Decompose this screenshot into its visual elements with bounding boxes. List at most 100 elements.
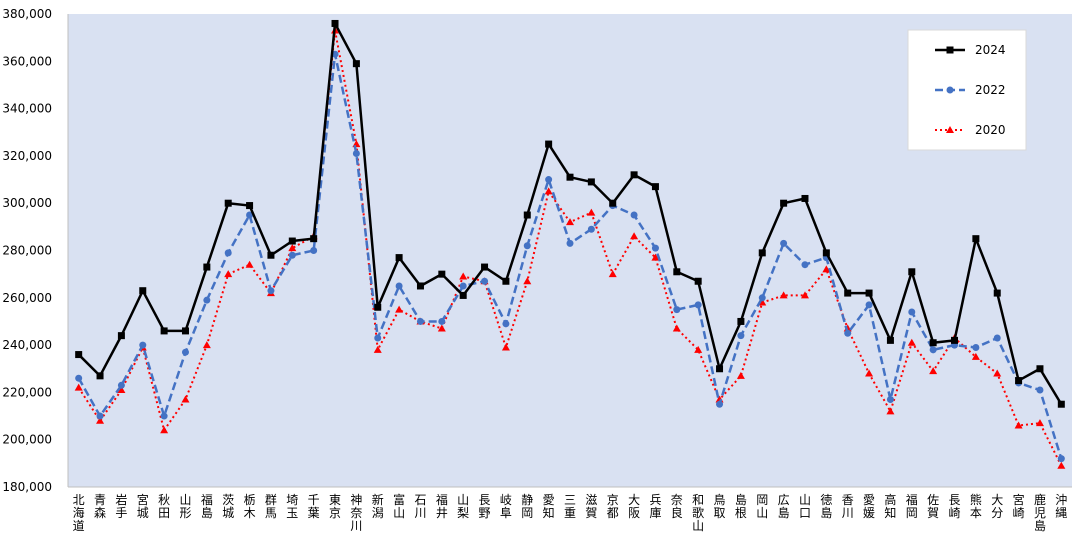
- data-point: [523, 211, 531, 219]
- data-point: [672, 324, 681, 332]
- data-point: [630, 232, 639, 240]
- data-point: [801, 261, 809, 269]
- x-category-label: 富山: [393, 492, 405, 520]
- x-category-label: 佐賀: [927, 493, 939, 520]
- data-point: [608, 270, 617, 278]
- data-point: [75, 351, 83, 359]
- data-point: [651, 253, 660, 261]
- series-2024: [75, 19, 1065, 408]
- data-point: [737, 332, 745, 340]
- data-point: [246, 202, 254, 210]
- x-category-label: 岡山: [756, 493, 768, 520]
- y-tick-label: 320,000: [2, 149, 52, 163]
- x-category-label: 岐阜: [500, 493, 512, 520]
- data-point: [352, 140, 361, 148]
- data-point: [96, 416, 105, 424]
- data-point: [822, 265, 831, 273]
- x-category-label: 茨城: [222, 493, 234, 520]
- data-point: [865, 301, 873, 309]
- data-point: [416, 317, 424, 325]
- data-point: [946, 46, 954, 54]
- x-category-label: 徳島: [820, 492, 832, 520]
- data-point: [651, 244, 659, 252]
- data-point: [630, 171, 638, 179]
- x-category-label: 宮崎: [1013, 492, 1025, 520]
- legend-item: 2022: [935, 83, 1006, 97]
- data-point: [673, 306, 681, 314]
- data-point: [246, 211, 254, 219]
- x-category-label: 大阪: [628, 493, 640, 520]
- x-category-label: 和歌山: [692, 493, 704, 533]
- legend-box: [907, 29, 1027, 151]
- data-point: [1057, 461, 1066, 469]
- data-point: [801, 194, 809, 202]
- data-point: [545, 140, 553, 148]
- x-category-label: 滋賀: [585, 493, 597, 520]
- x-category-label: 長崎: [949, 493, 961, 520]
- data-point: [74, 383, 83, 391]
- data-point: [886, 407, 895, 415]
- data-point: [566, 173, 574, 181]
- legend-label: 2024: [975, 43, 1006, 57]
- data-point: [202, 341, 211, 349]
- data-point: [203, 296, 211, 304]
- data-point: [374, 303, 382, 311]
- legend-label: 2020: [975, 123, 1006, 137]
- data-point: [566, 218, 574, 226]
- data-point: [609, 199, 617, 207]
- data-point: [865, 369, 874, 377]
- data-point: [587, 178, 595, 186]
- data-point: [267, 287, 275, 295]
- data-point: [395, 305, 404, 313]
- data-point: [75, 374, 83, 382]
- data-point: [1035, 419, 1044, 427]
- data-point: [1057, 400, 1065, 408]
- x-category-label: 山形: [179, 493, 191, 520]
- x-category-label: 大分: [991, 493, 1003, 520]
- data-point: [438, 317, 446, 325]
- data-point: [946, 86, 954, 94]
- x-category-label: 神奈川: [350, 493, 362, 533]
- data-point: [993, 289, 1001, 297]
- data-point: [651, 183, 659, 191]
- data-point: [523, 242, 531, 250]
- data-point: [160, 426, 169, 434]
- data-point: [117, 332, 125, 340]
- data-point: [566, 239, 574, 247]
- x-category-label: 福島: [201, 492, 213, 520]
- data-point: [886, 395, 894, 403]
- data-point: [395, 254, 403, 262]
- y-tick-label: 380,000: [2, 7, 52, 21]
- series-layer: [74, 19, 1066, 469]
- legend-label: 2022: [975, 83, 1006, 97]
- x-category-label: 鳥取: [714, 492, 726, 520]
- data-point: [224, 249, 232, 257]
- data-point: [1036, 365, 1044, 373]
- data-point: [1036, 386, 1044, 394]
- data-point: [352, 60, 360, 68]
- x-category-label: 愛媛: [863, 493, 875, 520]
- x-category-label: 島根: [735, 492, 747, 520]
- data-point: [971, 352, 980, 360]
- data-point: [972, 343, 980, 351]
- data-point: [203, 263, 211, 271]
- data-point: [993, 369, 1002, 377]
- data-point: [694, 345, 703, 353]
- data-point: [737, 317, 745, 325]
- data-point: [780, 239, 788, 247]
- y-tick-label: 220,000: [2, 385, 52, 399]
- x-category-label: 高知: [884, 492, 896, 520]
- series-2022: [75, 50, 1065, 463]
- data-point: [946, 126, 954, 133]
- x-category-label: 広島: [778, 493, 790, 520]
- data-point: [181, 395, 190, 403]
- data-point: [160, 412, 168, 420]
- data-point: [1014, 421, 1023, 429]
- data-point: [929, 367, 938, 375]
- y-tick-label: 200,000: [2, 433, 52, 447]
- data-point: [501, 343, 510, 351]
- data-point: [395, 282, 403, 290]
- data-point: [373, 345, 382, 353]
- legend: 2024 2022 2020: [907, 29, 1027, 151]
- x-category-label: 三重: [564, 493, 576, 520]
